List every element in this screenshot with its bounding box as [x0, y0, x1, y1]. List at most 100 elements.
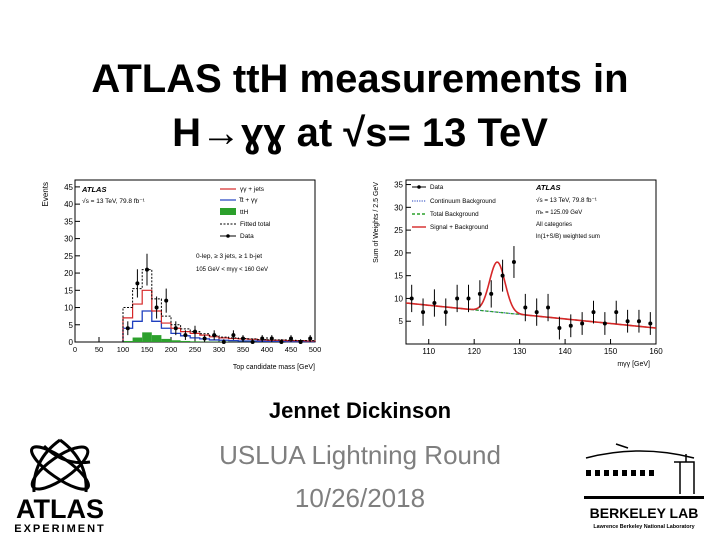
x-tick-label: 350 [237, 345, 250, 354]
tth-bar [161, 339, 171, 342]
y-tick-label: 30 [64, 235, 73, 244]
y-tick-label: 15 [64, 286, 73, 295]
author-name: Jennet Dickinson [0, 398, 720, 424]
y-tick-label: 5 [69, 321, 74, 330]
data-point [126, 326, 130, 330]
legend-label: Continuum Background [430, 198, 496, 205]
x-tick-label: 110 [422, 347, 435, 356]
data-point [614, 310, 618, 314]
chart-weight-label: ln(1+S/B) weighted sum [536, 234, 600, 240]
data-point [289, 337, 293, 341]
chart-lumi-label: √s = 13 TeV, 79.8 fb⁻¹ [82, 197, 146, 205]
data-point [231, 333, 235, 337]
y-tick-label: 5 [399, 317, 404, 326]
chart-x-label: Top candidate mass [GeV] [233, 364, 315, 371]
berkeley-lab-logo-text: BERKELEY LAB [590, 505, 699, 521]
data-point [557, 326, 561, 330]
data-point [193, 330, 197, 334]
data-point [467, 296, 471, 300]
y-tick-label: 20 [64, 269, 73, 278]
tth-bar [133, 338, 143, 342]
legend-label: Fitted total [240, 221, 271, 228]
data-point [580, 322, 584, 326]
chart-mass-label: mₕ = 125.09 GeV [536, 210, 582, 216]
data-point [260, 337, 264, 341]
data-point [535, 310, 539, 314]
y-tick-label: 10 [394, 294, 403, 303]
tth-bar [171, 340, 181, 342]
data-point [203, 337, 207, 341]
title-line-2: H→ɣɣ at √s= 13 TeV [0, 106, 720, 160]
y-tick-label: 25 [64, 252, 73, 261]
x-tick-label: 140 [558, 347, 572, 356]
x-tick-label: 0 [73, 345, 77, 354]
y-tick-label: 40 [64, 200, 73, 209]
chart-atlas-label: ATLAS [535, 183, 560, 192]
atlas-logo-text: ATLAS [16, 494, 104, 524]
chart-y-label: Events [41, 182, 50, 206]
data-point [444, 310, 448, 314]
tth-bar [181, 341, 191, 342]
legend-label: t̅t + γγ [239, 196, 258, 204]
y-tick-label: 25 [394, 226, 403, 235]
signal-plus-background-curve [406, 262, 656, 328]
atlas-logo-graphic: ATLAS EXPERIMENT [4, 432, 116, 536]
data-point [546, 306, 550, 310]
chart-category-label: All categories [536, 222, 572, 228]
tth-bar [190, 341, 200, 342]
x-tick-label: 250 [189, 345, 202, 354]
legend-label: Total Background [430, 211, 479, 218]
y-tick-label: 10 [64, 304, 73, 313]
x-tick-label: 120 [468, 347, 482, 356]
chart-selection-1: 0-lep, ≥ 3 jets, ≥ 1 b-jet [196, 253, 262, 260]
atlas-logo-subtext: EXPERIMENT [14, 523, 106, 535]
data-point [174, 326, 178, 330]
data-point [164, 299, 168, 303]
tth-bar [123, 341, 133, 342]
x-tick-label: 200 [165, 345, 178, 354]
tth-bar [142, 332, 152, 342]
data-point [603, 322, 607, 326]
y-tick-label: 35 [64, 217, 73, 226]
data-point [501, 274, 505, 278]
x-tick-label: 300 [213, 345, 226, 354]
chart-atlas-label: ATLAS [81, 185, 106, 194]
x-tick-label: 50 [95, 345, 103, 354]
data-point [489, 292, 493, 296]
chart-legend: γγ + jets t̅t + γγ ttH Fitted total Data [220, 186, 271, 240]
x-tick-label: 130 [513, 347, 527, 356]
data-point [432, 301, 436, 305]
data-point [251, 340, 255, 344]
x-tick-label: 160 [649, 347, 663, 356]
legend-label: Data [240, 233, 254, 240]
data-point [135, 281, 139, 285]
legend-label: ttH [240, 209, 249, 216]
slide-title: ATLAS ttH measurements in H→ɣɣ at √s= 13… [0, 52, 720, 160]
data-point [222, 340, 226, 344]
data-point [410, 296, 414, 300]
data-point [299, 340, 303, 344]
data-point [569, 324, 573, 328]
data-point [512, 260, 516, 264]
y-tick-label: 35 [394, 181, 403, 190]
y-tick-label: 30 [394, 203, 403, 212]
y-tick-label: 15 [394, 272, 403, 281]
chart-y-label: Sum of Weights / 2.5 GeV [373, 182, 380, 263]
data-point [592, 310, 596, 314]
atlas-logo: ATLAS EXPERIMENT [4, 432, 116, 541]
x-tick-label: 150 [604, 347, 618, 356]
x-tick-label: 150 [141, 345, 154, 354]
y-tick-label: 45 [64, 183, 73, 192]
legend-label: Signal + Background [430, 224, 489, 231]
tth-bar [152, 335, 162, 342]
berkeley-lab-logo-subtext: Lawrence Berkeley National Laboratory [593, 524, 694, 530]
y-tick-label: 20 [394, 249, 403, 258]
data-point [241, 337, 245, 341]
x-tick-label: 400 [261, 345, 274, 354]
berkeley-lab-logo-graphic: BERKELEY LAB Lawrence Berkeley National … [576, 430, 716, 534]
legend-label: γγ + jets [240, 186, 265, 193]
x-tick-label: 450 [285, 345, 298, 354]
